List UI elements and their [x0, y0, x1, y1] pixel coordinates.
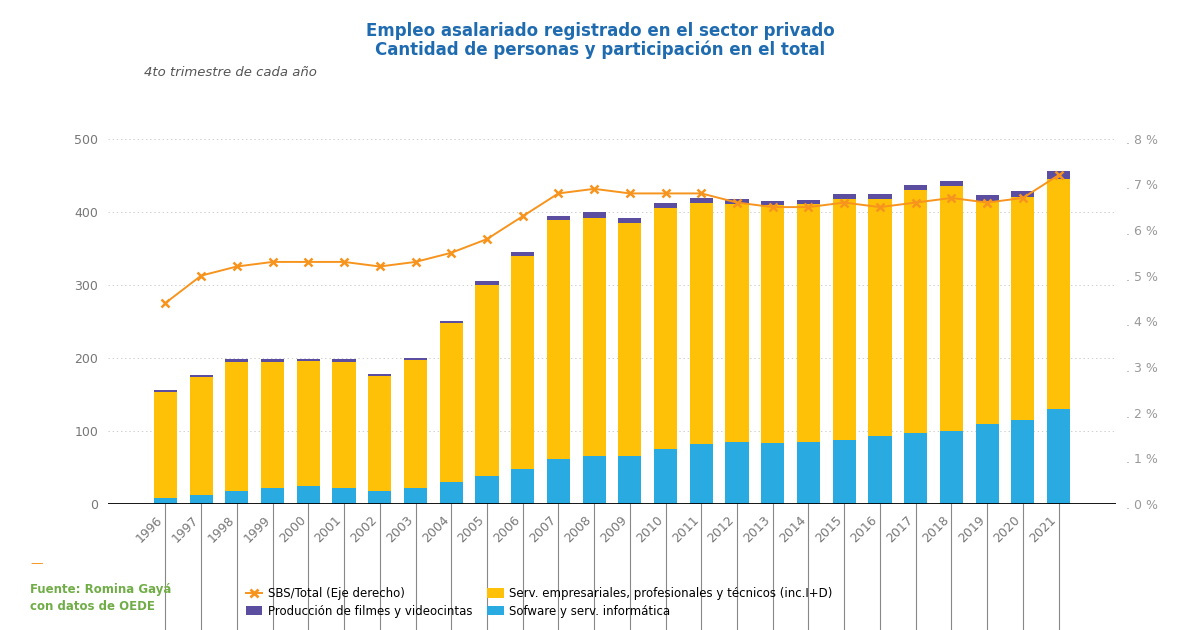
Bar	[1046, 409, 1070, 504]
Bar	[904, 190, 928, 433]
Bar	[475, 285, 498, 476]
Bar	[833, 440, 856, 504]
Text: Empleo asalariado registrado en el sector privado: Empleo asalariado registrado en el secto…	[366, 22, 834, 40]
Bar	[726, 199, 749, 204]
Legend: SBS/Total (Eje derecho), Producción de filmes y videocintas, Serv. empresariales: SBS/Total (Eje derecho), Producción de f…	[246, 587, 833, 618]
Text: con datos de OEDE: con datos de OEDE	[30, 600, 155, 613]
Text: 4to trimestre de cada año: 4to trimestre de cada año	[144, 66, 317, 79]
Bar	[582, 217, 606, 457]
Bar	[869, 194, 892, 198]
Bar	[940, 431, 964, 504]
Bar	[654, 203, 677, 208]
Bar	[226, 359, 248, 362]
Bar	[618, 222, 642, 457]
Bar	[1012, 420, 1034, 504]
Bar	[260, 362, 284, 488]
Bar	[260, 488, 284, 504]
Bar	[761, 443, 785, 504]
Bar	[618, 457, 642, 504]
Text: —: —	[30, 557, 42, 570]
Bar	[226, 362, 248, 491]
Bar	[1012, 192, 1034, 197]
Bar	[404, 360, 427, 488]
Bar	[582, 212, 606, 217]
Bar	[797, 200, 820, 204]
Text: Cantidad de personas y participación en el total: Cantidad de personas y participación en …	[374, 41, 826, 59]
Bar	[833, 194, 856, 198]
Bar	[439, 323, 463, 482]
Bar	[761, 201, 785, 205]
Bar	[332, 488, 355, 504]
Text: Fuente: Romina Gayá: Fuente: Romina Gayá	[30, 583, 172, 596]
Bar	[547, 216, 570, 220]
Bar	[296, 358, 320, 362]
Bar	[154, 390, 178, 392]
Bar	[296, 362, 320, 486]
Bar	[511, 469, 534, 504]
Bar	[190, 375, 212, 377]
Bar	[368, 491, 391, 504]
Bar	[797, 442, 820, 504]
Bar	[1046, 171, 1070, 179]
Bar	[726, 204, 749, 442]
Bar	[511, 252, 534, 256]
Bar	[368, 374, 391, 376]
Bar	[904, 433, 928, 504]
Bar	[404, 488, 427, 504]
Bar	[1012, 197, 1034, 420]
Bar	[332, 359, 355, 362]
Bar	[761, 205, 785, 443]
Bar	[296, 486, 320, 504]
Bar	[940, 181, 964, 186]
Bar	[332, 362, 355, 488]
Bar	[404, 358, 427, 360]
Bar	[833, 198, 856, 440]
Bar	[869, 198, 892, 436]
Bar	[475, 476, 498, 504]
Bar	[368, 376, 391, 491]
Bar	[690, 444, 713, 504]
Bar	[976, 423, 998, 504]
Bar	[547, 459, 570, 504]
Bar	[154, 498, 178, 504]
Bar	[226, 491, 248, 504]
Bar	[976, 195, 998, 201]
Bar	[154, 392, 178, 498]
Bar	[260, 359, 284, 362]
Bar	[582, 457, 606, 504]
Bar	[797, 204, 820, 442]
Bar	[475, 281, 498, 285]
Bar	[726, 442, 749, 504]
Bar	[869, 436, 892, 504]
Bar	[511, 256, 534, 469]
Bar	[547, 220, 570, 459]
Bar	[439, 321, 463, 323]
Bar	[654, 208, 677, 449]
Bar	[654, 449, 677, 504]
Bar	[618, 217, 642, 222]
Bar	[690, 203, 713, 444]
Bar	[439, 482, 463, 504]
Bar	[690, 198, 713, 203]
Bar	[190, 377, 212, 495]
Bar	[976, 201, 998, 423]
Bar	[1046, 179, 1070, 409]
Bar	[904, 185, 928, 190]
Bar	[940, 186, 964, 431]
Bar	[190, 495, 212, 504]
